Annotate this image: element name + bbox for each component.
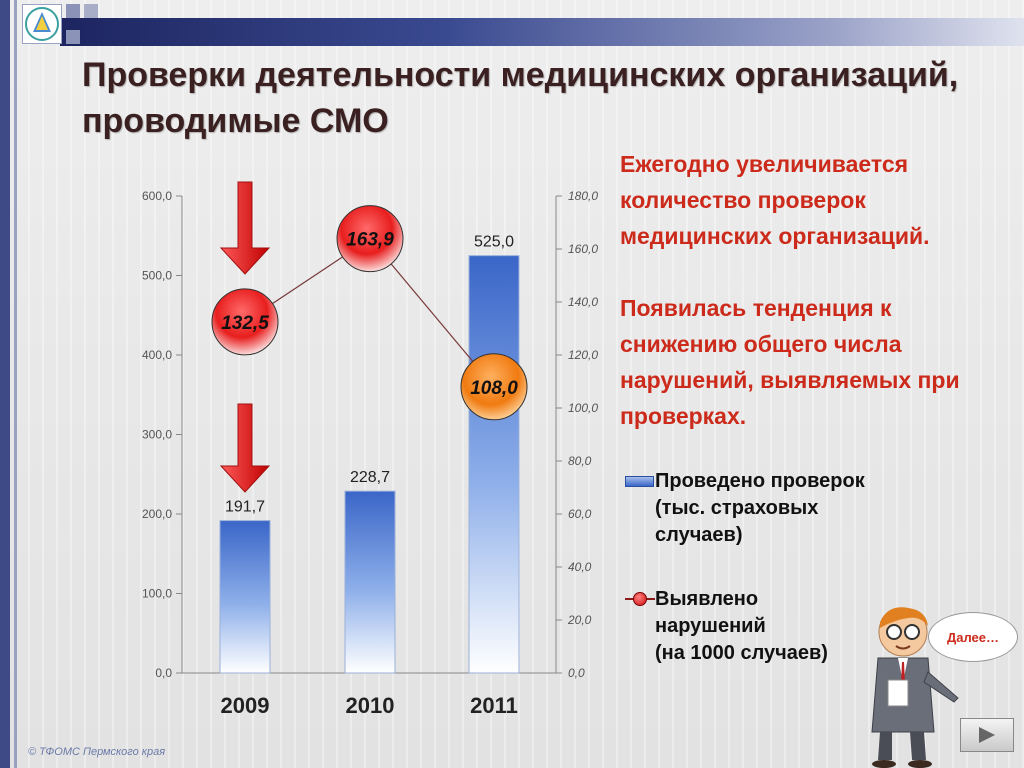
slide-title: Проверки деятельности медицинских органи… [82,56,959,140]
decor-square [84,4,98,18]
right-tick-label: 180,0 [568,189,598,203]
right-tick-label: 160,0 [568,242,598,256]
left-tick-label: 0,0 [155,666,172,680]
bar-2011 [468,255,520,674]
legend-bar-swatch [625,476,654,487]
next-slide-button[interactable] [960,718,1014,752]
decor-square [66,4,80,18]
play-arrow-icon [979,727,995,743]
left-accent-bar [0,0,10,768]
right-tick-label: 20,0 [567,613,592,627]
legend-bar-text: Проведено проверок (тыс. страховых случа… [655,470,865,546]
right-tick-label: 80,0 [568,454,592,468]
left-accent-line [14,0,17,768]
x-category-label: 2011 [470,693,518,718]
violations-value-label: 108,0 [470,378,518,399]
right-tick-label: 120,0 [568,348,598,362]
left-tick-label: 200,0 [142,507,172,521]
left-tick-label: 100,0 [142,587,172,601]
legend-line-text: Выявлено нарушений (на 1000 случаев) [655,588,828,664]
paragraph-trend: Появилась тенденция к снижению общего чи… [620,295,960,429]
bar-value-label: 228,7 [350,469,390,486]
right-tick-label: 40,0 [568,560,592,574]
footer-copyright: © ТФОМС Пермского края [28,746,166,758]
top-gradient-band [60,18,1024,46]
right-tick-label: 140,0 [568,295,598,309]
bar-value-label: 525,0 [474,234,514,251]
left-tick-label: 300,0 [142,428,172,442]
down-arrow-icon [219,181,271,275]
x-category-label: 2009 [221,693,270,718]
left-tick-label: 500,0 [142,269,172,283]
right-tick-label: 100,0 [568,401,598,415]
presenter-character-icon [871,607,959,768]
left-tick-label: 600,0 [142,189,172,203]
violations-point-2011 [460,353,528,421]
left-tick-label: 400,0 [142,348,172,362]
bar-2009 [219,520,271,674]
right-tick-label: 60,0 [568,507,592,521]
legend-dot-swatch [633,592,647,606]
down-arrow-icon [219,403,271,493]
decor-square [66,30,80,44]
violations-point-2009 [211,288,279,356]
bar-2010 [344,490,396,674]
right-tick-label: 0,0 [568,666,585,680]
tfoms-logo [22,4,62,44]
violations-value-label: 163,9 [346,230,394,251]
paragraph-growth: Ежегодно увеличивается количество провер… [620,151,930,249]
bar-value-label: 191,7 [225,499,265,516]
violations-point-2010 [336,205,404,273]
next-speech-bubble[interactable]: Далее… [928,612,1018,662]
x-category-label: 2010 [346,693,395,718]
violations-value-label: 132,5 [221,313,269,334]
